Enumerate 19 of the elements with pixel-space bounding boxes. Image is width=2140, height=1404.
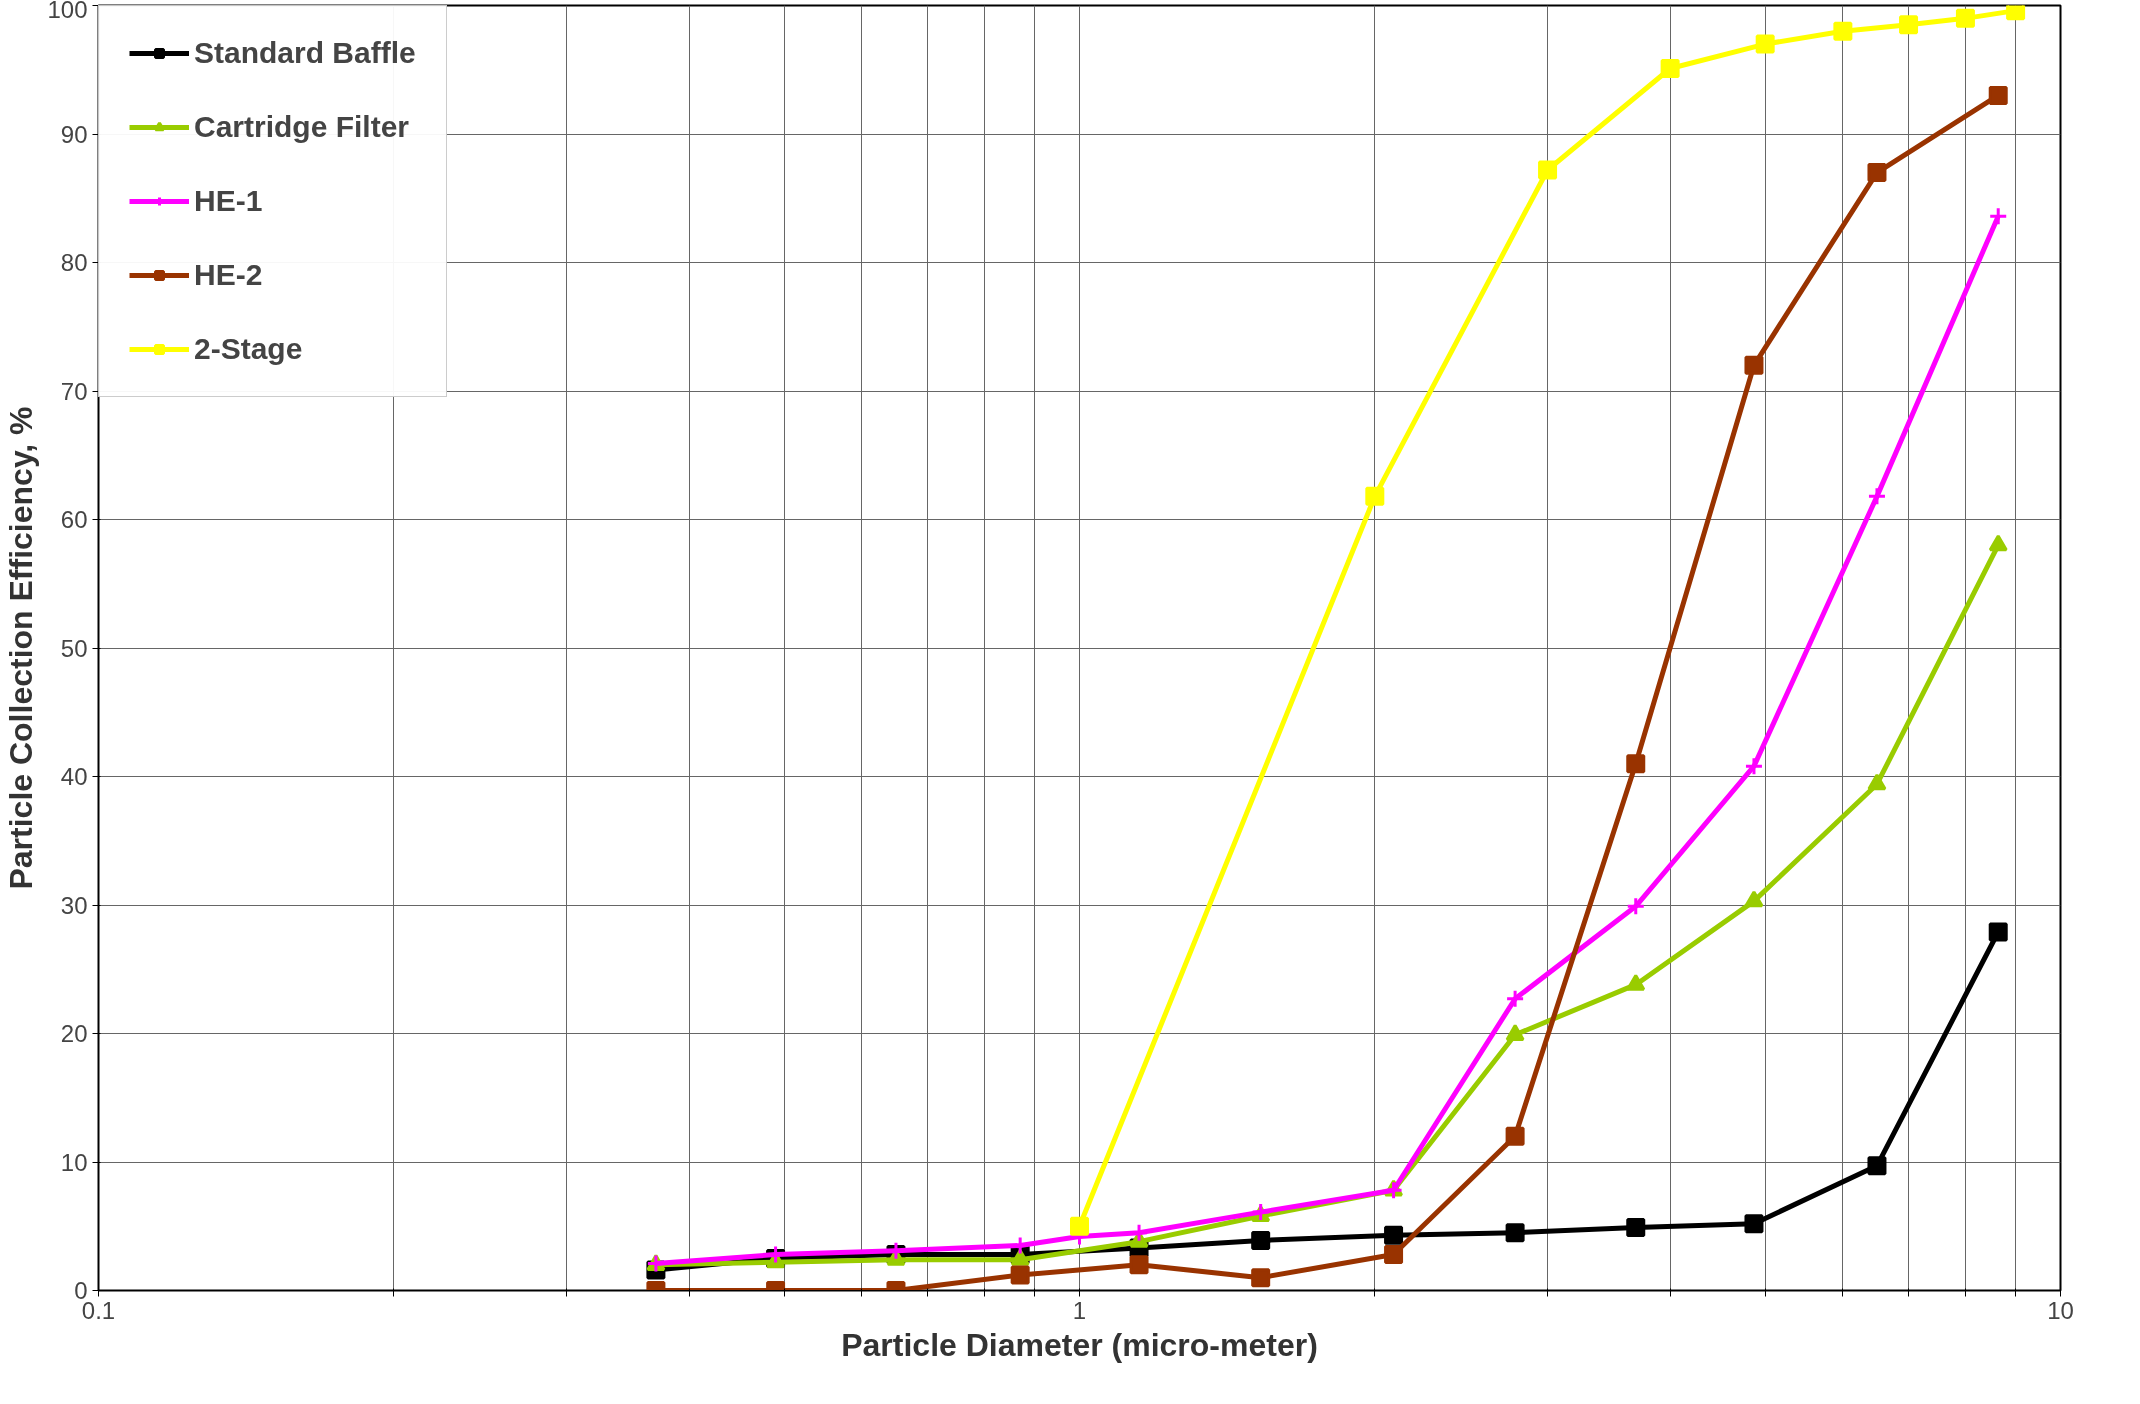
x-tick-label: 10 <box>2047 1296 2074 1324</box>
legend-label: HE-2 <box>194 258 263 292</box>
y-tick-label: 10 <box>60 1148 88 1176</box>
y-tick-label: 40 <box>60 763 88 790</box>
legend-label: Cartridge Filter <box>194 110 410 144</box>
x-axis-title: Particle Diameter (micro-meter) <box>841 1326 1318 1363</box>
y-tick-label: 30 <box>60 891 88 919</box>
y-tick-label: 100 <box>47 0 88 23</box>
x-tick-label: 1 <box>1072 1296 1087 1324</box>
y-tick-label: 60 <box>60 506 88 533</box>
legend-label: Standard Baffle <box>194 36 416 70</box>
y-tick-label: 50 <box>60 634 88 662</box>
y-tick-label: 80 <box>60 249 88 276</box>
y-axis-title: Particle Collection Efficiency, % <box>3 406 40 890</box>
y-tick-label: 70 <box>60 377 88 405</box>
y-tick-label: 20 <box>60 1020 88 1047</box>
y-tick-label: 90 <box>60 120 88 148</box>
legend-label: 2-Stage <box>194 332 303 366</box>
legend-label: HE-1 <box>194 184 263 218</box>
